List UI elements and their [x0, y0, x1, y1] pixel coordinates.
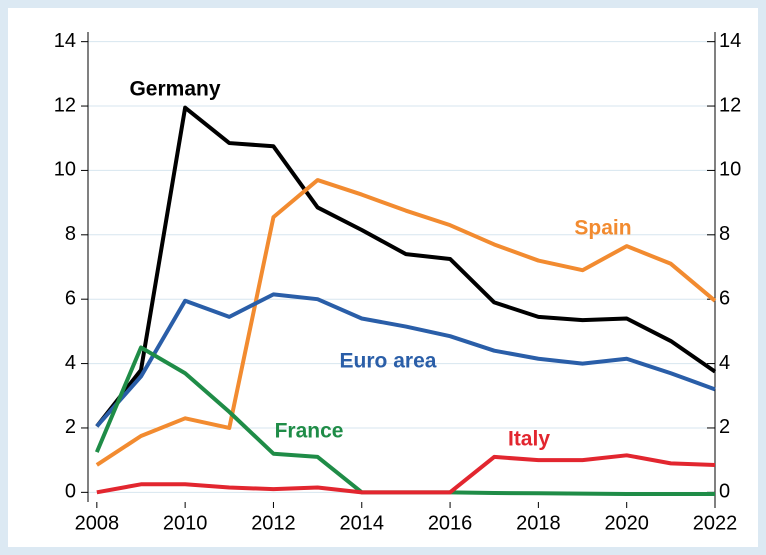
y2-tick-label: 10 [719, 159, 741, 181]
y-tick-label: 0 [65, 481, 76, 503]
series-label: Germany [129, 78, 220, 101]
series-line [95, 292, 716, 428]
y2-tick-label: 4 [719, 352, 730, 374]
x-tick-label: 2012 [251, 512, 296, 534]
y2-tick-label: 12 [719, 94, 741, 116]
y2-tick-label: 0 [719, 481, 730, 503]
y-tick-label: 8 [65, 223, 76, 245]
x-tick-label: 2016 [428, 512, 473, 534]
series-label: Italy [508, 428, 550, 451]
x-tick-label: 2010 [163, 512, 208, 534]
series-line [95, 105, 717, 428]
y-tick-label: 14 [54, 30, 76, 52]
x-tick-label: 2020 [604, 512, 649, 534]
series-line [96, 453, 716, 495]
x-tick-label: 2014 [340, 512, 385, 534]
series-line [95, 178, 717, 467]
y2-tick-label: 8 [719, 223, 730, 245]
series-label: Euro area [340, 350, 437, 373]
panel [8, 8, 758, 547]
series-label: France [275, 420, 344, 443]
y2-tick-label: 2 [719, 416, 730, 438]
x-tick-label: 2018 [516, 512, 561, 534]
x-tick-label: 2008 [75, 512, 120, 534]
y2-tick-label: 6 [719, 287, 730, 309]
y-tick-label: 2 [65, 416, 76, 438]
series-label: Spain [574, 217, 631, 240]
x-tick-label: 2022 [693, 512, 738, 534]
y-tick-label: 12 [54, 94, 76, 116]
y2-tick-label: 14 [719, 30, 741, 52]
y-tick-label: 10 [54, 159, 76, 181]
y-tick-label: 4 [65, 352, 76, 374]
y-tick-label: 6 [65, 287, 76, 309]
